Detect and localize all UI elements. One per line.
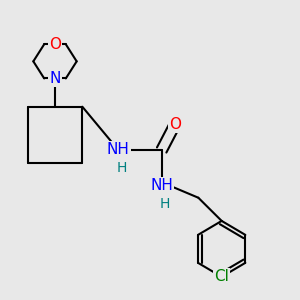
Text: O: O [169, 117, 181, 132]
Text: NH: NH [150, 178, 173, 193]
Text: Cl: Cl [214, 269, 229, 284]
Text: NH: NH [107, 142, 130, 158]
Text: H: H [116, 161, 127, 175]
Text: O: O [49, 37, 61, 52]
Text: N: N [49, 71, 61, 86]
Text: H: H [160, 196, 170, 211]
